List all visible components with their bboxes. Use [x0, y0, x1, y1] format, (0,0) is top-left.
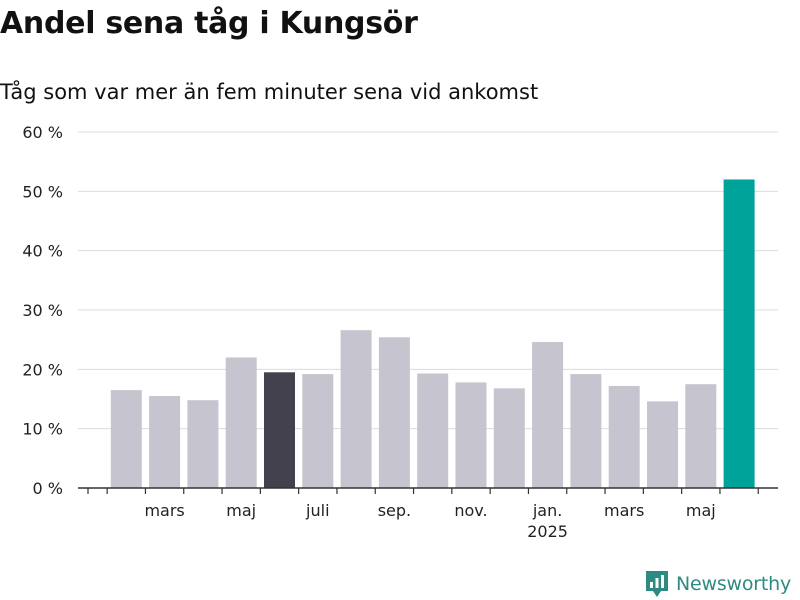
bar [723, 179, 755, 488]
bar [225, 357, 257, 488]
bar [647, 401, 678, 488]
y-tick-label: 0 % [33, 479, 63, 498]
y-tick-label: 30 % [22, 301, 63, 320]
bar [110, 390, 142, 488]
brand-name: Newsworthy [676, 573, 792, 595]
bar [378, 337, 410, 488]
y-tick-label: 20 % [22, 360, 63, 379]
x-tick-label: jan. [532, 501, 562, 520]
bar [493, 388, 525, 488]
bar [417, 373, 449, 488]
bar [455, 382, 487, 488]
bar [340, 330, 372, 488]
x-tick-label: maj [226, 501, 256, 520]
x-tick-label: maj [686, 501, 716, 520]
x-tick-label: nov. [454, 501, 487, 520]
bar [149, 396, 181, 488]
bar [570, 374, 602, 488]
chart-subtitle: Tåg som var mer än fem minuter sena vid … [0, 80, 539, 104]
y-tick-label: 60 % [22, 123, 63, 142]
x-tick-label: sep. [378, 501, 411, 520]
y-tick-label: 40 % [22, 242, 63, 261]
bar [264, 372, 295, 488]
newsworthy-logo-icon [646, 571, 668, 597]
y-tick-label: 10 % [22, 420, 63, 439]
bar-chart: 0 % 10 % 20 % 30 % 40 % 50 % 60 % mars maj juli se… [22, 123, 778, 541]
bar [532, 342, 564, 488]
x-tick-label: mars [604, 501, 644, 520]
x-tick-label: mars [144, 501, 184, 520]
bar [608, 385, 640, 488]
x-tick-label: juli [305, 501, 329, 520]
bar [685, 384, 717, 488]
brand-logo: Newsworthy [644, 568, 791, 600]
bar [302, 374, 334, 488]
y-tick-label: 50 % [22, 182, 63, 201]
bar [187, 400, 219, 488]
x-tick-year-label: 2025 [527, 522, 568, 541]
chart-title: Andel sena tåg i Kungsör [0, 6, 418, 41]
